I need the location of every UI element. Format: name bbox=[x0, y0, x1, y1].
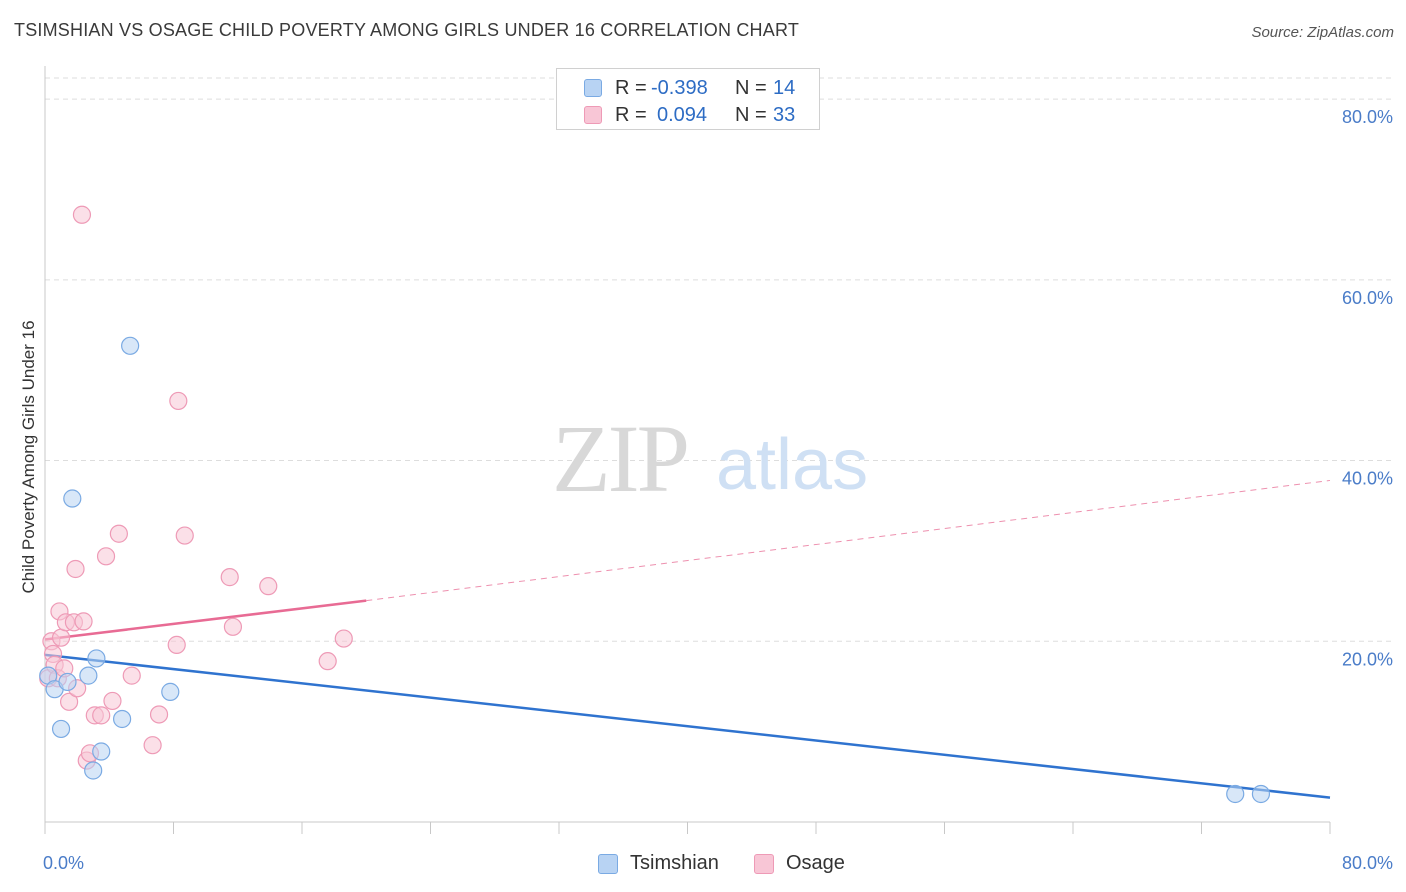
watermark-zip: ZIP bbox=[552, 405, 687, 512]
osage-point bbox=[143, 736, 162, 755]
legend-row-tsimshian: R = -0.398 N = 14 bbox=[557, 73, 819, 101]
osage-point bbox=[72, 205, 92, 224]
osage-point bbox=[220, 568, 239, 587]
osage-point bbox=[92, 706, 111, 725]
osage-point bbox=[223, 617, 243, 636]
osage-point bbox=[103, 691, 122, 711]
n-label: N = bbox=[735, 104, 767, 126]
osage-swatch bbox=[584, 106, 602, 124]
tsimshian-swatch bbox=[584, 79, 602, 97]
n-value: 33 bbox=[773, 104, 796, 126]
watermark-atlas: atlas bbox=[716, 425, 868, 505]
data-points bbox=[39, 205, 1271, 804]
y-tick-label: 80.0% bbox=[1342, 107, 1393, 127]
n-value: 14 bbox=[773, 77, 796, 99]
osage-legend-swatch bbox=[754, 854, 774, 874]
axes bbox=[44, 66, 1331, 834]
tsimshian-point bbox=[58, 672, 77, 692]
osage-trend-line-projection bbox=[366, 479, 1331, 602]
osage-point bbox=[175, 526, 194, 545]
osage-point bbox=[318, 652, 337, 671]
r-label: R = bbox=[615, 77, 647, 99]
x-tick-label: 0.0% bbox=[43, 853, 84, 873]
osage-point bbox=[169, 391, 188, 411]
tsimshian-point bbox=[63, 489, 82, 508]
correlation-legend: R = -0.398 N = 14 R = 0.094 N = 33 bbox=[556, 68, 820, 130]
tick-labels: 20.0% 40.0% 60.0% 80.0% 0.0% 80.0% bbox=[43, 107, 1393, 873]
osage-point bbox=[109, 524, 128, 543]
chart-title: TSIMSHIAN VS OSAGE CHILD POVERTY AMONG G… bbox=[14, 20, 800, 40]
tsimshian-point bbox=[79, 666, 98, 685]
osage-point bbox=[122, 666, 141, 685]
tsimshian-point bbox=[121, 336, 140, 355]
tsimshian-point bbox=[112, 709, 132, 729]
y-axis-label: Child Poverty Among Girls Under 16 bbox=[19, 320, 38, 593]
osage-point bbox=[167, 635, 186, 654]
osage-point bbox=[59, 692, 79, 711]
y-tick-label: 20.0% bbox=[1342, 649, 1393, 669]
y-tick-label: 60.0% bbox=[1342, 288, 1393, 308]
tsimshian-point bbox=[84, 761, 103, 780]
tsimshian-legend-swatch bbox=[598, 854, 618, 874]
n-label: N = bbox=[735, 77, 767, 99]
tsimshian-legend-label: Tsimshian bbox=[630, 852, 719, 874]
legend-row-osage: R = 0.094 N = 33 bbox=[557, 100, 819, 128]
osage-point bbox=[51, 628, 71, 647]
tsimshian-trend-line bbox=[44, 653, 1331, 799]
r-value: -0.398 bbox=[651, 77, 708, 99]
tsimshian-point bbox=[92, 742, 111, 761]
y-tick-label: 40.0% bbox=[1342, 469, 1393, 489]
osage-legend-label: Osage bbox=[786, 852, 845, 874]
osage-point bbox=[96, 547, 116, 566]
watermark: ZIP atlas bbox=[552, 405, 868, 512]
x-tick-label: 80.0% bbox=[1342, 853, 1393, 873]
r-value: 0.094 bbox=[657, 104, 708, 126]
tsimshian-point bbox=[161, 682, 180, 701]
tsimshian-point bbox=[87, 649, 106, 668]
source-label: Source: ZipAtlas.com bbox=[1251, 24, 1394, 41]
osage-point bbox=[334, 629, 353, 648]
tsimshian-point bbox=[51, 719, 71, 739]
tsimshian-point bbox=[1251, 784, 1271, 804]
osage-point bbox=[74, 612, 93, 631]
osage-point bbox=[259, 577, 278, 596]
osage-trend-line bbox=[44, 599, 367, 641]
tsimshian-point bbox=[1226, 784, 1245, 804]
r-label: R = bbox=[615, 104, 647, 126]
osage-point bbox=[149, 705, 169, 724]
trend-lines bbox=[44, 479, 1331, 799]
osage-point bbox=[66, 559, 85, 579]
